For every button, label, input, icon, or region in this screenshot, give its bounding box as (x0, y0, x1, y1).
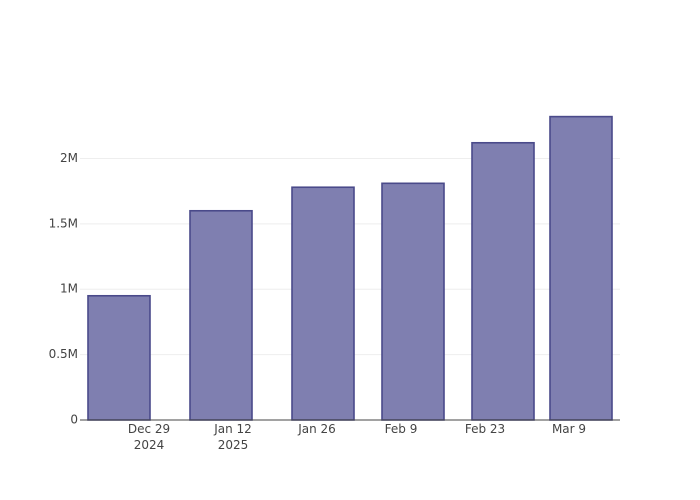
x-tick-label: Jan 26 (298, 422, 336, 436)
y-tick-label: 0.5M (49, 347, 78, 361)
y-tick-label: 1.5M (49, 216, 78, 230)
bar (87, 294, 151, 421)
bar (291, 186, 355, 421)
y-tick-label: 2M (60, 151, 78, 165)
y-tick-label: 0 (70, 413, 78, 427)
bar (471, 141, 535, 421)
bar (549, 115, 613, 421)
y-tick-label: 1M (60, 282, 78, 296)
x-tick-label: Dec 29 2024 (127, 422, 171, 452)
x-tick-label: Feb 9 (384, 422, 418, 436)
bar (381, 182, 445, 421)
bar (189, 209, 253, 421)
x-tick-label: Mar 9 (551, 422, 587, 436)
x-tick-label: Jan 12 2025 (214, 422, 252, 452)
x-tick-label: Feb 23 (464, 422, 506, 436)
